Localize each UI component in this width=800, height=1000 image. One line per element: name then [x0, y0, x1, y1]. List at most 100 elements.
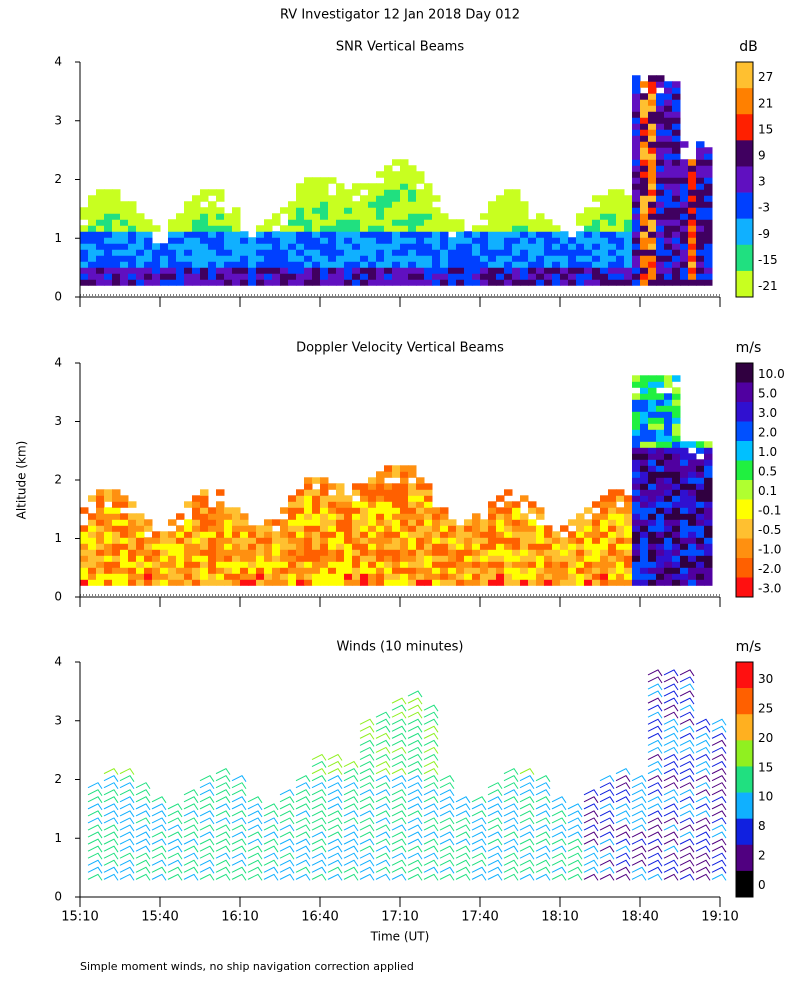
- field-cell: [424, 219, 433, 226]
- field-cell: [504, 525, 513, 532]
- field-cell: [592, 195, 601, 202]
- field-cell: [144, 219, 153, 226]
- field-cell: [200, 207, 209, 214]
- field-cell: [608, 219, 617, 226]
- field-cell: [632, 399, 641, 406]
- field-cell: [80, 225, 89, 232]
- field-cell: [216, 537, 225, 544]
- field-cell: [344, 201, 353, 208]
- field-cell: [328, 561, 337, 568]
- field-cell: [640, 207, 649, 214]
- field-cell: [368, 495, 377, 502]
- field-cell: [296, 561, 305, 568]
- field-cell: [408, 189, 417, 196]
- field-cell: [432, 267, 441, 274]
- wind-barb: [119, 866, 135, 874]
- field-cell: [688, 507, 697, 514]
- field-cell: [576, 213, 585, 220]
- field-cell: [352, 549, 361, 556]
- field-cell: [368, 249, 377, 256]
- field-cell: [120, 555, 129, 562]
- field-cell: [296, 255, 305, 262]
- field-cell: [408, 567, 417, 574]
- field-cell: [624, 525, 633, 532]
- field-cell: [600, 195, 609, 202]
- field-cell: [264, 261, 273, 268]
- field-cell: [192, 261, 201, 268]
- wind-barb: [375, 760, 391, 768]
- field-cell: [96, 513, 105, 520]
- wind-barb: [679, 852, 695, 860]
- field-cell: [632, 261, 641, 268]
- field-cell: [392, 237, 401, 244]
- field-cell: [488, 255, 497, 262]
- field-cell: [552, 573, 561, 580]
- field-cell: [104, 267, 113, 274]
- field-cell: [592, 543, 601, 550]
- field-cell: [192, 495, 201, 502]
- field-cell: [704, 171, 713, 178]
- field-cell: [152, 555, 161, 562]
- wind-barb: [407, 810, 423, 818]
- wind-barb: [647, 739, 663, 747]
- field-cell: [248, 561, 257, 568]
- field-cell: [664, 87, 673, 94]
- wind-barb: [647, 831, 663, 839]
- field-cell: [232, 207, 241, 214]
- field-cell: [96, 237, 105, 244]
- wind-barb: [119, 859, 135, 867]
- field-cell: [336, 561, 345, 568]
- field-cell: [360, 273, 369, 280]
- field-cell: [336, 489, 345, 496]
- field-cell: [352, 231, 361, 238]
- field-cell: [520, 243, 529, 250]
- field-cell: [624, 531, 633, 538]
- field-cell: [640, 171, 649, 178]
- field-cell: [680, 489, 689, 496]
- field-cell: [368, 549, 377, 556]
- field-cell: [224, 219, 233, 226]
- field-cell: [648, 123, 657, 130]
- colorbar-label: -15: [758, 253, 778, 267]
- field-cell: [280, 555, 289, 562]
- field-cell: [664, 141, 673, 148]
- field-cell: [696, 531, 705, 538]
- field-cell: [520, 273, 529, 280]
- wind-barb: [679, 732, 695, 740]
- field-cell: [656, 201, 665, 208]
- field-cell: [256, 279, 265, 286]
- field-cell: [280, 531, 289, 538]
- colorbar-label: 30: [758, 672, 773, 686]
- field-cell: [600, 555, 609, 562]
- field-cell: [320, 567, 329, 574]
- field-cell: [440, 519, 449, 526]
- field-cell: [656, 153, 665, 160]
- field-cell: [176, 219, 185, 226]
- field-cell: [624, 561, 633, 568]
- field-cell: [656, 99, 665, 106]
- field-cell: [200, 507, 209, 514]
- field-cell: [496, 225, 505, 232]
- field-cell: [184, 531, 193, 538]
- field-cell: [80, 249, 89, 256]
- wind-barb: [471, 817, 487, 825]
- field-cell: [448, 555, 457, 562]
- field-cell: [120, 201, 129, 208]
- field-cell: [592, 231, 601, 238]
- wind-barb: [407, 831, 423, 839]
- field-cell: [128, 213, 137, 220]
- field-cell: [328, 243, 337, 250]
- field-cell: [288, 531, 297, 538]
- field-cell: [664, 549, 673, 556]
- field-cell: [696, 537, 705, 544]
- field-cell: [96, 573, 105, 580]
- field-cell: [312, 477, 321, 484]
- field-cell: [592, 549, 601, 556]
- wind-barb: [631, 803, 647, 811]
- field-cell: [216, 225, 225, 232]
- field-cell: [384, 513, 393, 520]
- field-cell: [80, 567, 89, 574]
- wind-barb: [663, 873, 679, 881]
- field-cell: [176, 231, 185, 238]
- field-cell: [352, 489, 361, 496]
